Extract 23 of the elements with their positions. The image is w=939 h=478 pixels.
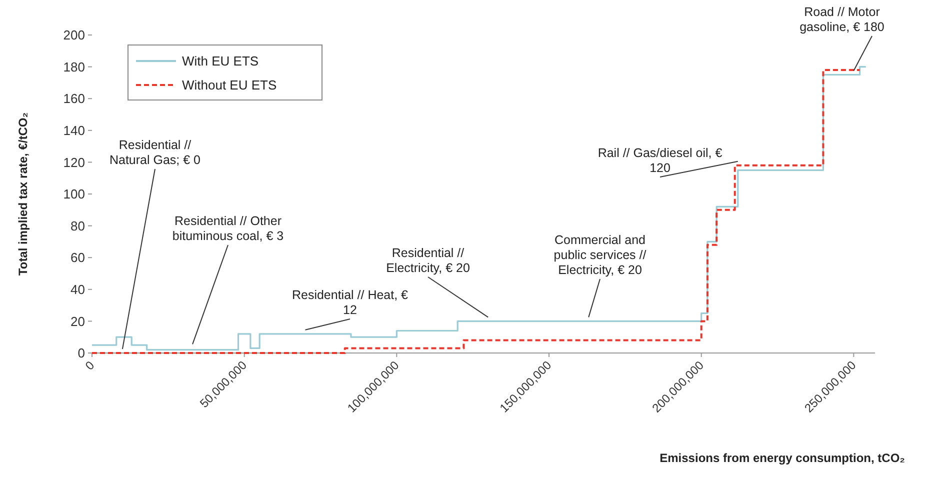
annotation: Road // Motor gasoline, € 180 xyxy=(800,5,884,34)
annotation: Commercial and public services // Electricity, € 20 xyxy=(554,233,647,277)
annotation: Residential // Electricity, € 20 xyxy=(386,246,470,275)
x-axis-title: Emissions from energy consumption, tCO₂ xyxy=(660,451,905,465)
x-tick-label: 0 xyxy=(82,358,98,373)
annotation: Rail // Gas/diesel oil, € 120 xyxy=(598,146,722,175)
annotation: Residential // Natural Gas; € 0 xyxy=(109,138,201,167)
y-tick-label: 120 xyxy=(63,154,85,170)
y-tick-label: 180 xyxy=(63,59,85,74)
y-tick-label: 100 xyxy=(63,186,85,202)
y-tick-label: 60 xyxy=(70,250,85,266)
annotation: Residential // Other bituminous coal, € 3 xyxy=(172,214,284,243)
y-tick-label: 140 xyxy=(63,122,85,138)
y-axis-title: Total implied tax rate, €/tCO₂ xyxy=(16,112,30,276)
legend-label: With EU ETS xyxy=(182,54,259,69)
y-tick-label: 160 xyxy=(63,91,85,106)
annotation: Residential // Heat, € 12 xyxy=(292,288,408,317)
y-tick-label: 80 xyxy=(70,218,85,234)
y-tick-label: 0 xyxy=(78,346,85,361)
y-tick-label: 200 xyxy=(63,28,85,43)
y-tick-label: 40 xyxy=(70,282,85,297)
legend-label: Without EU ETS xyxy=(182,78,277,93)
y-tick-label: 20 xyxy=(70,314,85,329)
